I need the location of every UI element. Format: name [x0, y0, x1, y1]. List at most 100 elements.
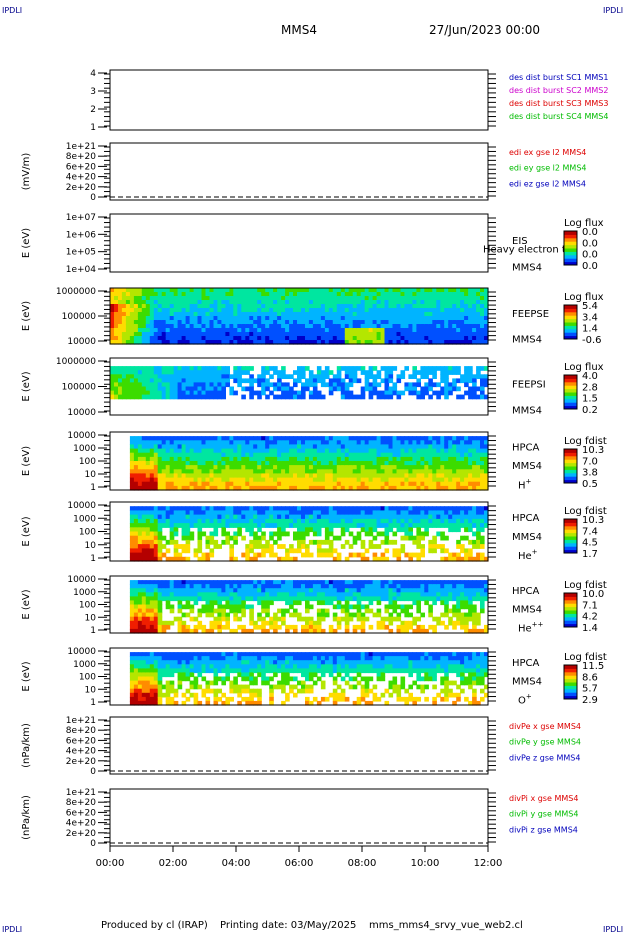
x-tick-label: 00:00 [96, 858, 125, 869]
panel-frame [109, 788, 489, 847]
colorbar-tick-label: 10.3 [582, 445, 604, 456]
y-tick-label: 1 [90, 123, 96, 133]
y-tick-label: 100000 [62, 383, 97, 393]
colorbar-tick-label: 0.0 [582, 238, 598, 249]
y-tick-label: 1000000 [56, 287, 96, 297]
y-tick-label: 1e+21 [66, 716, 96, 726]
legend-entry: des dist burst SC2 MMS2 [509, 86, 608, 95]
corner-label-bottom-left: IPDLI [2, 925, 23, 934]
y-tick-label: 10000 [67, 431, 96, 441]
colorbar-frame [563, 230, 578, 266]
colorbar-tick-label: 4.0 [582, 371, 598, 382]
species-label: MMS4 [512, 262, 542, 273]
y-tick-label: 3 [90, 87, 96, 97]
species-label: MMS4 [512, 604, 542, 615]
y-tick-label: 1 [90, 483, 96, 493]
panel-frame [109, 213, 489, 273]
colorbar-title: Log fdist [564, 436, 607, 447]
colorbar-tick-label: 5.4 [582, 301, 598, 312]
plot-date: 27/Jun/2023 00:00 [429, 23, 541, 37]
y-tick-label: 0 [90, 767, 96, 777]
y-axis-label: E (eV) [21, 516, 32, 546]
y-axis-label: (nPa/km) [21, 795, 32, 840]
y-tick-label: 1000 [73, 660, 96, 670]
colorbar-tick-label: 1.5 [582, 394, 598, 405]
corner-label-top-right: IPDLI [603, 6, 624, 15]
y-tick-label: 10 [85, 613, 97, 623]
y-tick-label: 0 [90, 193, 96, 203]
species-label: MMS4 [512, 405, 542, 416]
spectrogram-fill [110, 366, 489, 400]
y-tick-label: 1 [90, 626, 96, 636]
y-tick-label: 10 [85, 541, 97, 551]
footer-produced: Produced by cl (IRAP) [101, 920, 208, 931]
legend-entry: divPe z gse MMS4 [509, 754, 580, 763]
ion-charge: ++ [532, 620, 544, 628]
y-tick-label: 100 [79, 601, 96, 611]
colorbar [564, 593, 577, 628]
y-tick-label: 10000 [67, 501, 96, 511]
panel-frame [109, 716, 489, 775]
y-axis-label: E (eV) [21, 661, 32, 691]
spectrogram-fill [129, 580, 489, 634]
x-tick-label: 10:00 [411, 858, 440, 869]
colorbar-frame [563, 448, 578, 484]
ion-charge: + [526, 692, 532, 700]
colorbar-tick-label: 0.0 [582, 261, 598, 272]
y-tick-label: 1e+21 [66, 788, 96, 798]
y-tick-label: 100 [79, 528, 96, 538]
spectrogram-fill [129, 506, 489, 562]
legend-entry: des dist burst SC3 MMS3 [509, 99, 608, 108]
colorbar [564, 375, 577, 410]
legend-entry: divPe x gse MMS4 [509, 722, 581, 731]
colorbar-tick-label: 3.8 [582, 468, 598, 479]
ion-label: O+ [518, 692, 532, 706]
y-tick-label: 1e+05 [66, 248, 96, 258]
colorbar-tick-label: 4.5 [582, 538, 598, 549]
y-tick-label: 2e+20 [66, 829, 97, 839]
colorbar-tick-label: 1.4 [582, 623, 598, 634]
colorbar [564, 305, 577, 340]
species-label: MMS4 [512, 676, 542, 687]
instrument-label: FEEPSI [512, 380, 546, 391]
y-tick-label: 1 [90, 554, 96, 564]
colorbar-frame [563, 664, 578, 700]
y-axis-label: E (eV) [21, 301, 32, 331]
panel-frame [109, 431, 489, 491]
instrument-label: HPCA [512, 586, 540, 597]
y-tick-label: 10000 [67, 408, 96, 418]
y-tick-label: 100 [79, 457, 96, 467]
colorbar-tick-label: 0.2 [582, 405, 598, 416]
colorbar-title: Log flux [564, 292, 604, 303]
colorbar-frame [563, 304, 578, 340]
y-tick-label: 1000 [73, 514, 96, 524]
overlay-label: Heavy electron to [483, 244, 572, 255]
colorbar-title: Log flux [564, 362, 604, 373]
panel-frame [109, 142, 489, 201]
y-tick-label: 8e+20 [66, 798, 97, 808]
colorbar-frame [563, 518, 578, 554]
instrument-label: FEEPSE [512, 309, 549, 320]
ion-label: H+ [518, 477, 532, 491]
colorbar-title: Log fdist [564, 652, 607, 663]
colorbar-tick-label: 2.8 [582, 382, 598, 393]
y-tick-label: 4e+20 [66, 173, 97, 183]
colorbar-tick-label: 0.5 [582, 479, 598, 490]
y-axis-label: E (eV) [21, 589, 32, 619]
colorbar-tick-label: 0.0 [582, 227, 598, 238]
y-tick-label: 1e+21 [66, 142, 96, 152]
ion-charge: + [526, 477, 532, 485]
species-label: MMS4 [512, 532, 542, 543]
y-axis-label: (nPa/km) [21, 723, 32, 768]
legend-entry: edi ez gse l2 MMS4 [509, 180, 586, 189]
colorbar-tick-label: 0.0 [582, 250, 598, 261]
y-tick-label: 1 [90, 698, 96, 708]
spectrogram-fill [110, 288, 489, 345]
colorbar [564, 231, 577, 266]
instrument-label: EIS [512, 236, 528, 247]
colorbar [564, 519, 577, 554]
y-tick-label: 1000 [73, 444, 96, 454]
colorbar-tick-label: 7.4 [582, 526, 598, 537]
y-axis-label: (mV/m) [21, 153, 32, 191]
y-tick-label: 10000 [67, 337, 96, 347]
